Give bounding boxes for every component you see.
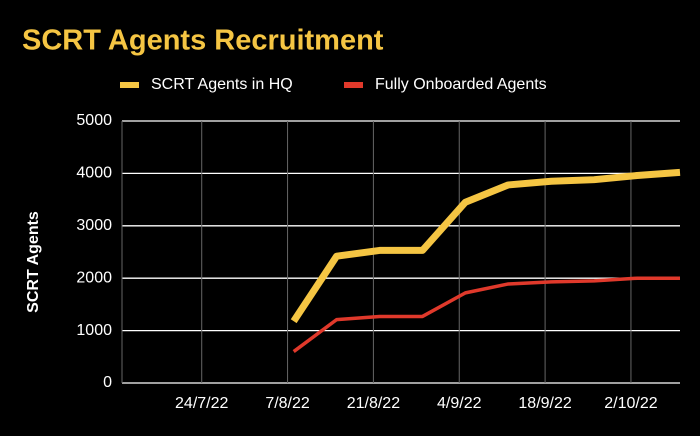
legend-label: SCRT Agents in HQ — [151, 76, 293, 93]
x-tick-label: 18/9/22 — [518, 395, 571, 412]
legend-label: Fully Onboarded Agents — [375, 76, 547, 93]
y-tick-label: 0 — [103, 374, 112, 391]
x-tick-label: 24/7/22 — [175, 395, 228, 412]
series-line — [292, 276, 680, 353]
x-tick-label: 4/9/22 — [437, 395, 482, 412]
x-tick-label: 7/8/22 — [265, 395, 310, 412]
y-tick-label: 5000 — [76, 112, 112, 129]
x-tick-label: 2/10/22 — [604, 395, 657, 412]
x-tick-label: 21/8/22 — [347, 395, 400, 412]
y-axis-label: SCRT Agents — [25, 211, 42, 313]
series-line — [290, 168, 681, 324]
y-tick-label: 2000 — [76, 269, 112, 286]
y-tick-label: 1000 — [76, 322, 112, 339]
chart-title: SCRT Agents Recruitment — [22, 25, 384, 57]
y-tick-label: 4000 — [76, 165, 112, 182]
y-tick-label: 3000 — [76, 217, 112, 234]
